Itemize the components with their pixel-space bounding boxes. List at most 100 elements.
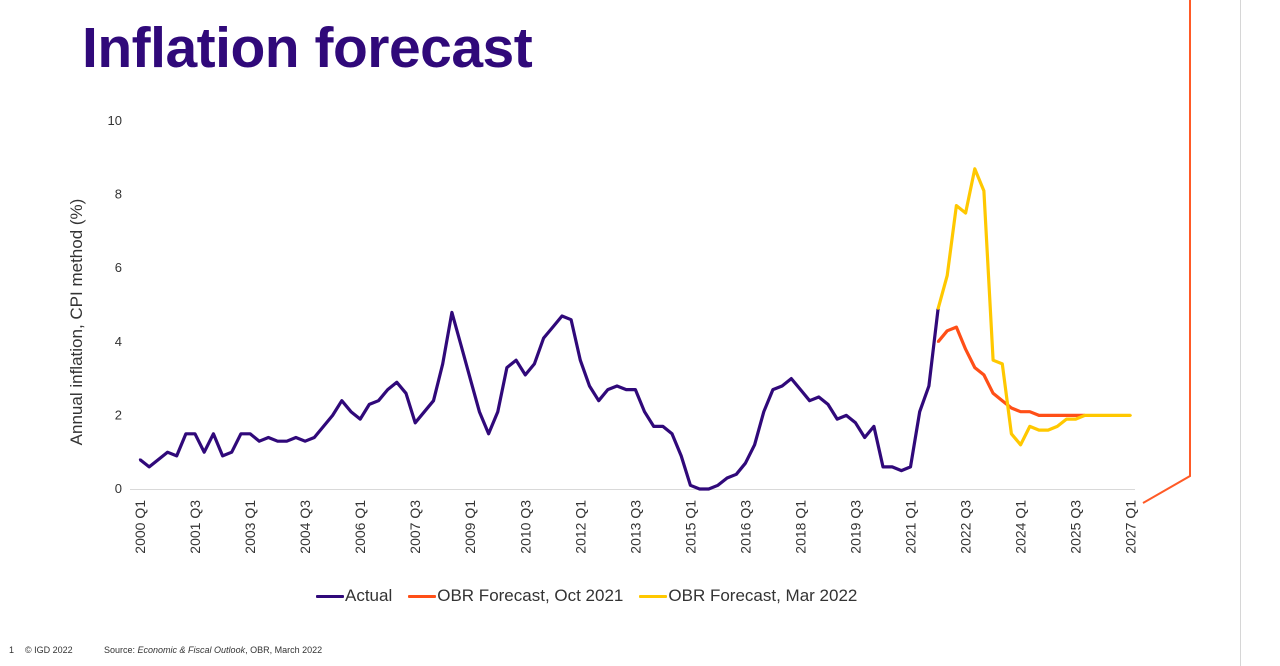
data-point [1101,414,1105,417]
data-point [890,465,894,469]
data-point [817,395,821,399]
data-point [478,410,481,413]
data-point [404,392,408,395]
data-point [450,311,454,314]
data-point [1092,414,1096,417]
data-point [955,204,958,207]
data-point [395,381,399,384]
copyright-notice: © IGD 2022 [25,645,73,655]
page-number: 1 [9,645,15,655]
chart-legend: Actual OBR Forecast, Oct 2021 OBR Foreca… [316,586,873,606]
data-point [505,366,509,369]
data-point [1056,425,1059,428]
x-tick-label: 2027 Q1 [1123,500,1139,554]
data-point [845,414,848,417]
data-point [331,414,334,417]
data-point [358,417,362,421]
data-point [753,443,756,447]
x-tick-label: 2001 Q3 [187,500,203,554]
data-point [643,410,646,413]
data-point [991,392,995,395]
data-point [1074,414,1077,417]
data-point [698,487,701,491]
data-point [1046,428,1050,432]
data-point [1074,417,1077,421]
data-point [1001,399,1004,402]
y-axis-title: Annual inflation, CPI method (%) [67,199,86,446]
data-point [799,388,802,391]
data-point [735,473,738,476]
x-tick-label: 2015 Q1 [682,500,698,554]
data-point [1019,410,1022,413]
y-tick-label: 10 [108,113,122,128]
data-point [349,410,353,413]
data-point [964,211,967,215]
data-point [147,465,151,469]
data-point [469,377,472,380]
data-point [680,454,683,458]
data-point [239,432,243,435]
data-point [551,325,554,329]
data-point [413,421,417,424]
data-point [863,436,866,439]
source-publication-title: Economic & Fiscal Outlook [137,645,246,655]
data-point [1028,425,1031,428]
data-point [762,410,765,413]
legend-label-obr-oct-2021: OBR Forecast, Oct 2021 [437,586,624,605]
data-point [744,462,747,465]
data-point [835,417,839,421]
legend-swatch-actual [316,594,344,598]
data-point [588,384,591,388]
data-point [423,410,426,413]
y-tick-label: 2 [115,407,122,422]
data-point [267,436,270,439]
data-point [313,436,316,439]
data-point [560,314,564,318]
data-point [157,458,160,461]
data-point [707,487,710,491]
data-point [1083,414,1087,417]
data-point [487,432,490,435]
data-point [1028,410,1031,413]
series-line-obr-forecast-mar-2022 [936,167,1131,447]
data-point [1129,414,1132,417]
x-tick-label: 2016 Q3 [737,500,753,554]
data-point [1111,414,1114,417]
slide-title: Inflation forecast [82,16,533,80]
x-tick-label: 2024 Q1 [1013,500,1029,554]
data-point [634,388,637,391]
data-point [973,366,976,369]
x-tick-label: 2019 Q3 [848,500,864,554]
source-suffix: , OBR, March 2022 [245,645,323,655]
data-point [936,307,940,310]
x-axis-ticks: 2000 Q1 2001 Q3 2003 Q1 2004 Q3 2006 Q1 2007 … [132,500,1139,554]
data-point [377,399,380,402]
data-point [973,167,976,171]
data-point [533,362,536,366]
data-point [881,465,885,469]
data-point [1010,406,1013,410]
data-point [386,388,389,391]
x-tick-label: 2007 Q3 [407,500,423,554]
data-point [230,451,233,454]
data-point [936,340,940,343]
y-tick-label: 4 [115,334,122,349]
data-point [606,388,610,391]
series-layer [138,167,1132,491]
data-point [946,274,949,277]
data-point [597,399,600,402]
data-point [854,421,857,424]
data-point [955,325,958,329]
data-point [166,451,169,454]
data-point [946,329,949,332]
series-line-actual [139,308,940,491]
x-tick-label: 2010 Q3 [517,500,533,554]
legend-swatch-obr-mar-2022 [639,594,668,598]
data-point [459,344,463,347]
data-point [203,451,206,454]
legend-item-obr-oct-2021: OBR Forecast, Oct 2021 [408,586,623,606]
x-tick-label: 2025 Q3 [1068,500,1084,554]
data-point [652,425,655,428]
data-point [725,476,729,480]
